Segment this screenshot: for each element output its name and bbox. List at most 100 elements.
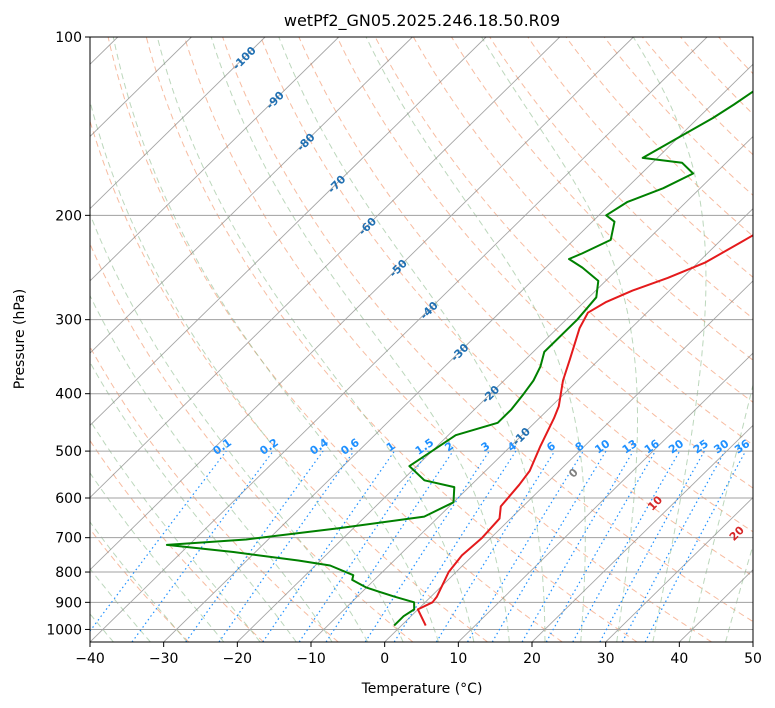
moist-adiabat-line	[278, 37, 546, 642]
mixing-ratio-label: 25	[691, 437, 711, 456]
mixing-ratio-line	[364, 450, 490, 642]
x-tick-label: 40	[670, 651, 688, 667]
temperature-profile-line	[416, 234, 753, 627]
mixing-ratio-label: 2	[442, 439, 456, 454]
dry-adiabat-line	[145, 37, 638, 642]
mixing-ratio-label: 0.2	[257, 436, 280, 458]
x-tick-label: −40	[75, 651, 105, 667]
isotherm-line	[90, 37, 634, 571]
moist-adiabat-line	[481, 37, 638, 642]
dry-adiabat-label: -80	[294, 131, 317, 154]
mixing-ratio-label: 10	[592, 437, 612, 457]
mixing-ratio-line	[435, 450, 556, 642]
moist-adiabat-line	[90, 521, 188, 642]
mixing-ratio-line	[599, 450, 705, 642]
mixing-ratio-line	[325, 450, 454, 642]
mixing-ratio-line	[185, 450, 324, 642]
dry-adiabat-line	[183, 37, 712, 642]
y-tick-label: 400	[55, 387, 82, 403]
x-tick-label: −20	[223, 651, 253, 667]
moist-adiabat-line	[762, 37, 775, 642]
dry-adiabat-line	[90, 119, 488, 642]
isotherm-line	[90, 37, 708, 642]
x-tick-label: −10	[296, 651, 326, 667]
dry-adiabat-line	[107, 37, 563, 642]
y-tick-label: 800	[55, 565, 82, 581]
mixing-ratio-label: 30	[711, 437, 731, 457]
mixing-ratio-line	[545, 450, 656, 642]
y-tick-label: 1000	[46, 622, 82, 638]
dry-adiabat-line	[489, 37, 753, 320]
chart-title: wetPf2_GN05.2025.246.18.50.R09	[284, 11, 560, 31]
mixing-ratio-label: 0.6	[338, 436, 362, 458]
mixing-ratio-line	[90, 450, 227, 633]
y-tick-label: 600	[55, 491, 82, 507]
mixing-ratio-label: 3	[479, 439, 493, 454]
dry-adiabat-line	[336, 37, 753, 489]
dry-adiabat-label: -50	[387, 257, 410, 280]
x-axis-label: Temperature (°C)	[361, 681, 483, 697]
x-tick-label: 30	[597, 651, 615, 667]
axes: −40 −30 −20 −10 0 10 20 30 40 5010020030040050060…	[46, 30, 762, 667]
y-axis-label: Pressure (hPa)	[12, 289, 28, 389]
moist-adiabat-line	[725, 543, 753, 642]
x-tick-label: 10	[449, 651, 467, 667]
dry-adiabat-label: -100	[230, 44, 259, 73]
dry-adiabat-line	[90, 439, 264, 642]
isotherm-line	[458, 352, 753, 642]
plot-area	[90, 37, 775, 642]
dry-adiabat-label: -30	[448, 341, 471, 364]
mixing-ratio-label: 6	[544, 439, 558, 454]
isotherm-line	[90, 37, 561, 499]
isobars	[90, 37, 753, 630]
moist-adiabat-line	[365, 37, 586, 642]
dry-adiabat-line	[603, 37, 753, 196]
moist-adiabat-line	[632, 37, 707, 642]
plot-frame	[89, 36, 754, 643]
dry-adiabat-label: -70	[325, 173, 348, 196]
moist-adiabat-line	[90, 212, 369, 642]
isotherm-line	[531, 424, 753, 642]
dry-adiabat-line	[757, 37, 775, 642]
dry-adiabat-line	[90, 345, 339, 642]
moist-adiabat-line	[90, 294, 333, 642]
isotherm-line	[237, 135, 753, 642]
y-tick-label: 100	[55, 30, 82, 46]
mixing-ratio-line	[466, 450, 584, 642]
isotherm-line	[90, 37, 413, 354]
isotherm-line	[310, 208, 753, 642]
y-tick-label: 500	[55, 444, 82, 460]
mixing-ratio-line	[521, 450, 634, 642]
moist-adiabat-line	[112, 37, 439, 642]
dry-adiabat-line	[222, 37, 753, 623]
dry-adiabat-line	[412, 37, 753, 403]
mixing-ratio-label: 1.5	[413, 436, 436, 458]
mixing-ratio-line	[393, 450, 517, 642]
y-tick-label: 300	[55, 313, 82, 329]
moist-adiabat-line	[156, 37, 475, 642]
moist-adiabat-label: 0	[566, 466, 581, 481]
isotherm-line	[90, 37, 266, 210]
mixing-ratio-line	[491, 450, 607, 642]
mixing-ratio-label: 20	[666, 437, 686, 457]
moist-adiabat-line	[90, 419, 261, 642]
mixing-ratio-line	[298, 450, 429, 642]
isotherms	[90, 37, 753, 642]
mixing-ratio-label: 16	[642, 437, 662, 457]
moist-adiabat-line	[90, 472, 225, 642]
dewpoint-profile-line	[165, 90, 753, 627]
moist-adiabat-label: 10	[645, 493, 665, 513]
isotherm-line	[90, 37, 192, 138]
mixing-ratio-line	[644, 450, 747, 642]
mixing-ratio-label: 0.1	[211, 436, 234, 458]
y-tick-label: 200	[55, 208, 82, 224]
mixing-ratio-line	[572, 450, 681, 642]
dry-adiabat-label: -20	[479, 383, 502, 406]
isotherm-line	[605, 496, 753, 642]
moist-adiabat-line	[90, 567, 151, 642]
isotherm-line	[90, 37, 340, 282]
dry-adiabats	[90, 37, 775, 642]
dry-adiabat-line	[374, 37, 753, 446]
